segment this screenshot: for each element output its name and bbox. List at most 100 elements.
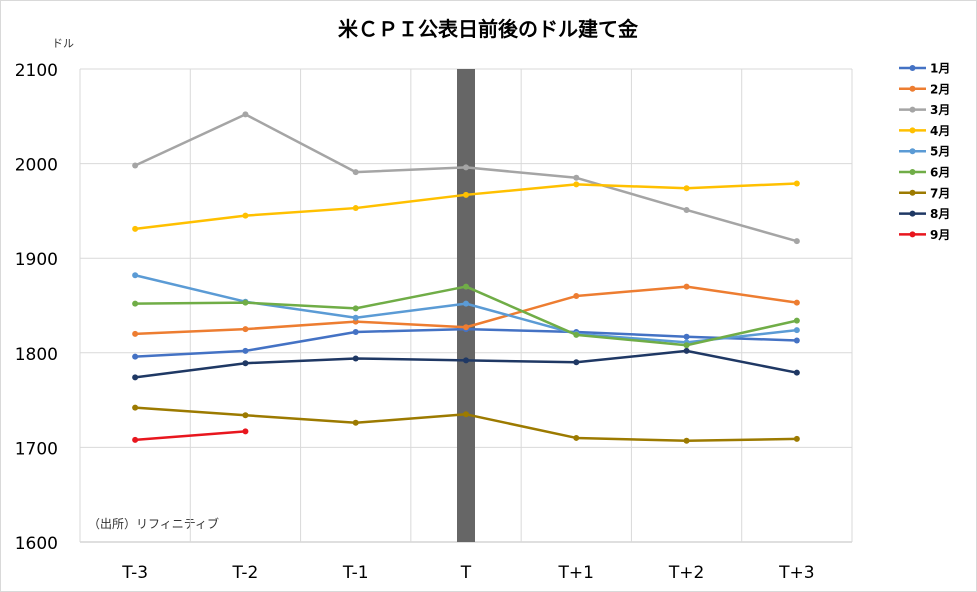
- x-tick-label: T-3: [121, 563, 148, 583]
- legend-item: 6月: [899, 166, 950, 180]
- source-note: （出所）リフィニティブ: [88, 516, 219, 531]
- data-point: [132, 436, 139, 443]
- legend-marker: [909, 231, 916, 238]
- data-point: [793, 369, 800, 376]
- data-point: [683, 347, 690, 354]
- data-point: [573, 434, 580, 441]
- y-tick-label: 1700: [15, 439, 58, 459]
- legend-marker: [909, 189, 916, 196]
- series-9月: [132, 428, 249, 443]
- data-point: [132, 374, 139, 381]
- y-tick-label: 1800: [15, 345, 58, 365]
- data-point: [352, 419, 359, 426]
- data-point: [573, 359, 580, 366]
- x-tick-label: T+2: [668, 563, 704, 583]
- data-point: [683, 437, 690, 444]
- data-point: [463, 283, 469, 290]
- legend-label: 6月: [930, 166, 950, 180]
- legend-label: 3月: [930, 103, 950, 117]
- data-point: [352, 169, 359, 176]
- data-point: [463, 357, 469, 364]
- data-point: [242, 111, 249, 118]
- data-point: [683, 206, 690, 213]
- legend-label: 1月: [930, 62, 950, 76]
- data-point: [242, 347, 249, 354]
- data-point: [683, 342, 690, 349]
- data-point: [573, 174, 580, 181]
- legend-item: 2月: [899, 82, 950, 96]
- legend-marker: [909, 148, 916, 155]
- legend-marker: [909, 85, 916, 92]
- data-point: [793, 337, 800, 344]
- data-point: [242, 299, 249, 306]
- chart-title: 米ＣＰＩ公表日前後のドル建て金: [338, 17, 639, 41]
- y-tick-label: 1900: [15, 250, 58, 270]
- data-point: [463, 300, 469, 307]
- data-point: [793, 299, 800, 306]
- data-point: [573, 331, 580, 338]
- x-tick-label: T: [460, 563, 472, 583]
- data-point: [463, 164, 469, 171]
- y-tick-label: 2000: [15, 156, 58, 176]
- legend-marker: [909, 106, 916, 113]
- data-point: [352, 355, 359, 362]
- data-point: [242, 212, 249, 219]
- legend-item: 5月: [899, 145, 950, 159]
- y-tick-label: 1600: [15, 534, 58, 554]
- data-point: [793, 435, 800, 442]
- legend-label: 8月: [930, 207, 950, 221]
- data-point: [242, 428, 249, 435]
- legend-item: 7月: [899, 186, 950, 200]
- data-point: [463, 324, 469, 331]
- data-point: [683, 333, 690, 340]
- data-point: [132, 353, 139, 360]
- data-point: [683, 283, 690, 290]
- legend-item: 9月: [899, 228, 950, 242]
- data-point: [683, 185, 690, 192]
- data-point: [242, 360, 249, 367]
- y-axis-unit-label: ドル: [52, 37, 74, 50]
- legend-marker: [909, 210, 916, 217]
- legend-item: 8月: [899, 207, 950, 221]
- data-point: [352, 305, 359, 312]
- data-point: [132, 225, 139, 232]
- data-point: [242, 326, 249, 333]
- legend-item: 3月: [899, 103, 950, 117]
- legend-label: 2月: [930, 82, 950, 96]
- series-6月: [132, 283, 800, 349]
- legend-label: 7月: [930, 186, 950, 200]
- legend-marker: [909, 169, 916, 175]
- series-3月: [132, 111, 800, 245]
- x-tick-label: T+3: [778, 563, 814, 583]
- data-point: [793, 327, 800, 334]
- data-point: [352, 328, 359, 335]
- series-8月: [132, 347, 800, 381]
- legend-item: 1月: [899, 62, 950, 76]
- x-tick-label: T-1: [342, 563, 369, 583]
- data-point: [463, 411, 469, 418]
- data-point: [463, 191, 469, 198]
- legend-marker: [909, 65, 916, 71]
- legend-item: 4月: [899, 124, 950, 138]
- data-point: [793, 180, 800, 187]
- data-point: [132, 300, 139, 307]
- legend-label: 9月: [930, 228, 950, 242]
- data-point: [132, 162, 139, 169]
- data-point: [132, 330, 139, 337]
- series-4月: [132, 180, 800, 232]
- legend-label: 4月: [930, 124, 950, 138]
- data-point: [132, 404, 139, 411]
- data-point: [242, 412, 249, 419]
- data-point: [573, 293, 580, 300]
- x-tick-label: T+1: [558, 563, 594, 583]
- data-point: [352, 314, 359, 321]
- y-tick-label: 2100: [15, 61, 58, 81]
- series-line: [135, 430, 246, 442]
- data-point: [793, 317, 800, 324]
- legend-marker: [909, 127, 916, 134]
- data-point: [132, 272, 139, 279]
- series-7月: [132, 404, 800, 444]
- legend-label: 5月: [930, 145, 950, 159]
- data-point: [573, 181, 580, 188]
